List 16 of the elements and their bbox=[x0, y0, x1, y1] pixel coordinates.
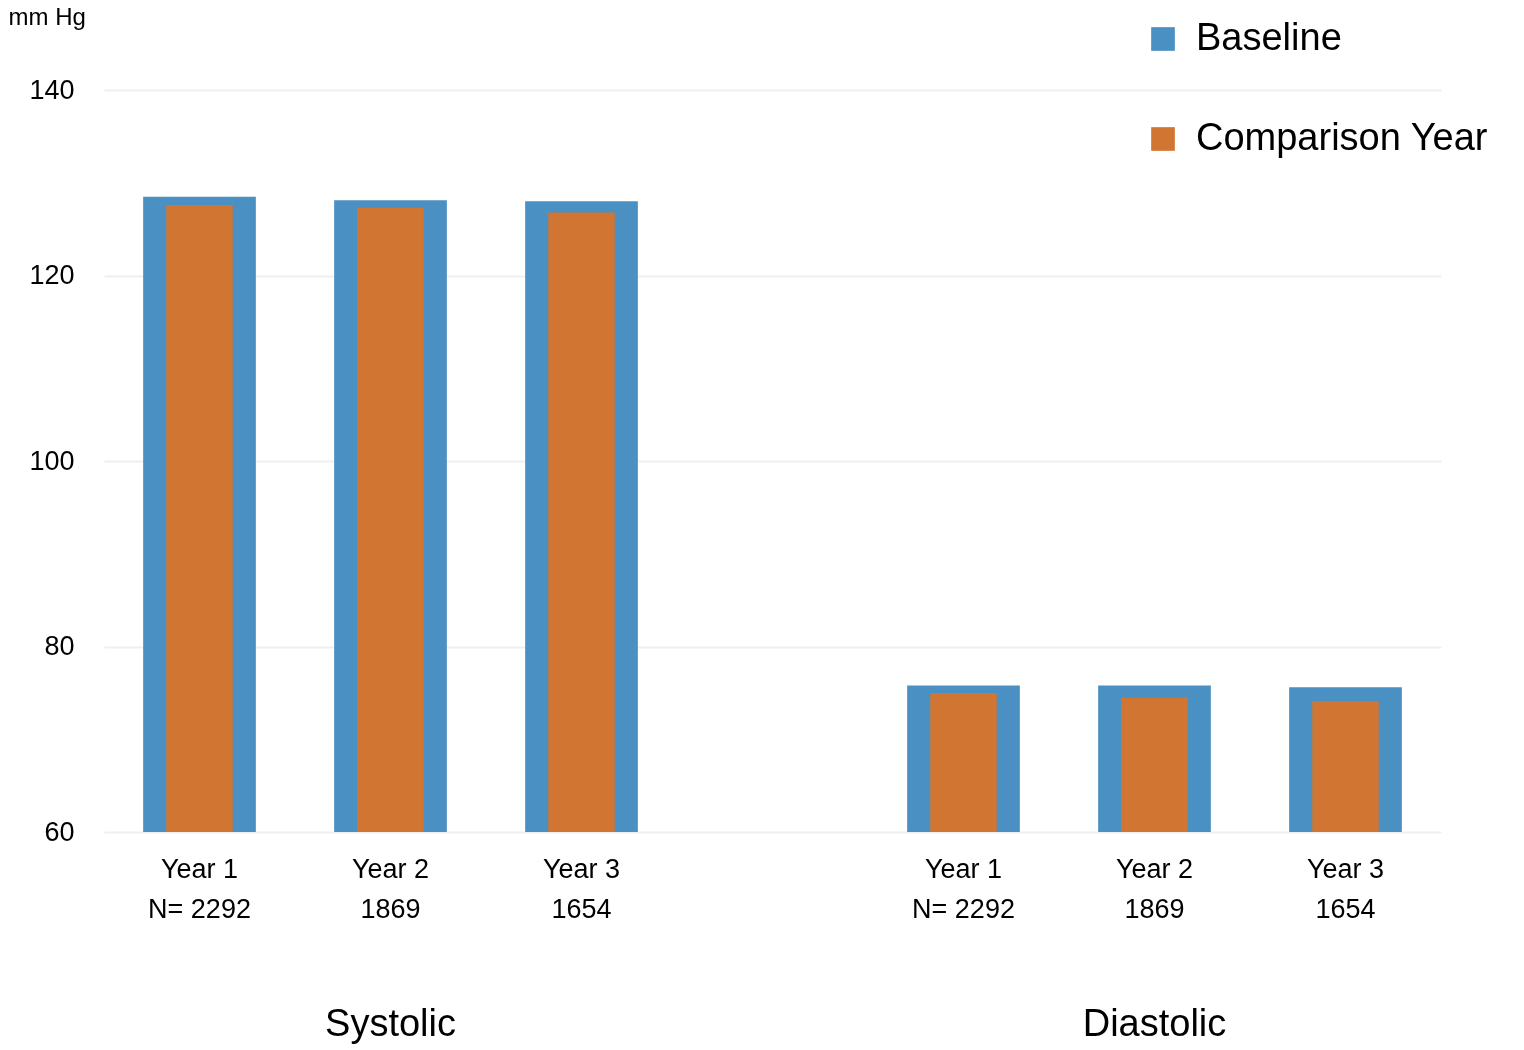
x-tick-label: Year 2 1869 bbox=[1115, 853, 1194, 924]
x-tick-label: Year 3 1654 bbox=[1306, 853, 1385, 924]
y-axis-title: mm Hg bbox=[8, 2, 86, 30]
y-tick-label: 100 bbox=[29, 445, 75, 476]
y-tick-label: 140 bbox=[29, 74, 75, 105]
x-tick-label: Year 2 1869 bbox=[351, 853, 430, 924]
text: Systolic bbox=[325, 1002, 456, 1044]
x-tick-label: Year 1 N= 2292 bbox=[912, 853, 1015, 924]
y-tick-label: 120 bbox=[29, 260, 75, 290]
y-tick-label: 60 bbox=[44, 816, 75, 847]
x-tick-label: Year 1 N= 2292 bbox=[148, 853, 251, 924]
legend-label: Baseline bbox=[1196, 16, 1342, 58]
legend-label: Comparison Year bbox=[1196, 116, 1488, 158]
text: Diastolic bbox=[1082, 1002, 1227, 1044]
x-tick-label: Year 3 1654 bbox=[542, 853, 621, 924]
y-tick-label: 80 bbox=[44, 631, 75, 661]
